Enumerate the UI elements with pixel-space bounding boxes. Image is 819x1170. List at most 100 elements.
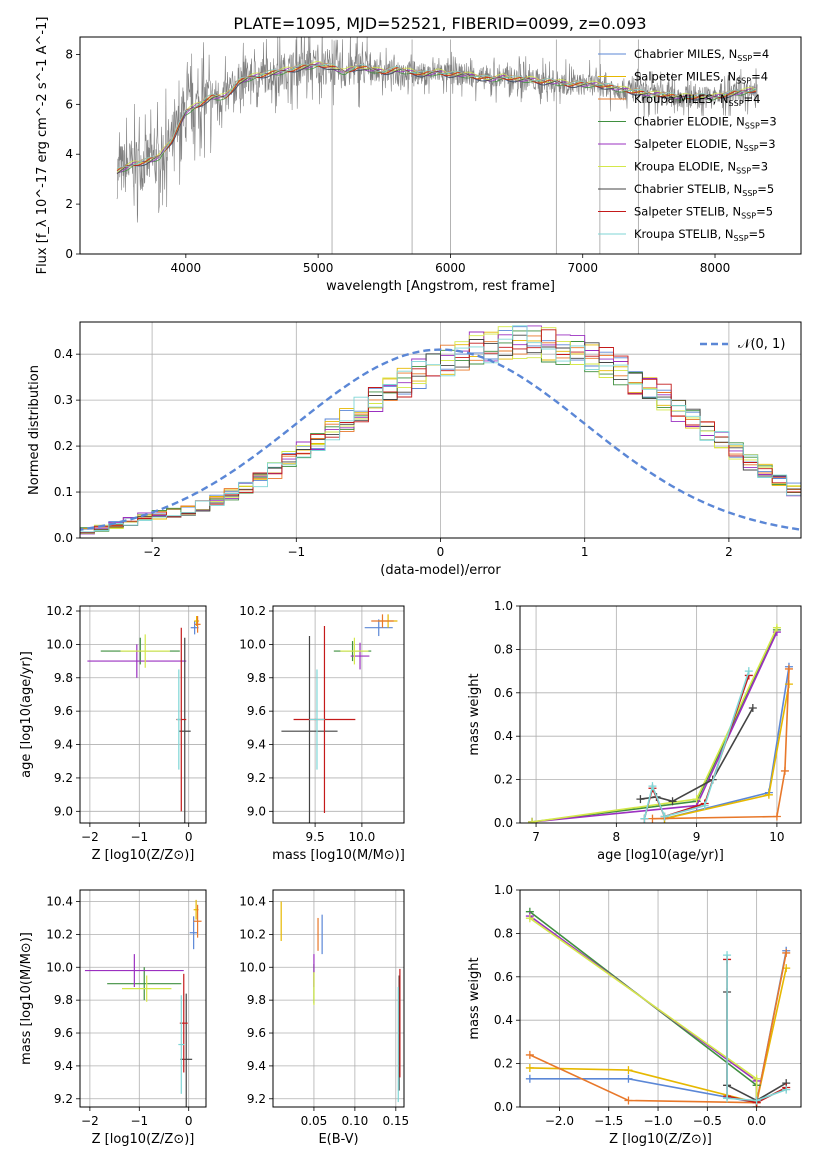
weight-marker-kroupa-stelib — [700, 801, 709, 810]
y-tick-label: 0.8 — [494, 642, 513, 656]
y-tick-label: 9.8 — [54, 671, 73, 685]
legend-subscript: SSP — [742, 189, 757, 198]
weight-marker-chabrier-stelib — [668, 797, 677, 806]
normal-curve — [80, 348, 801, 531]
weight-marker-kroupa-elodie — [752, 1074, 761, 1083]
histogram-kroupa-stelib — [80, 325, 801, 537]
axes-frame — [519, 605, 802, 824]
data-spectrum-line — [116, 37, 758, 223]
y-tick-label: 9.0 — [54, 804, 73, 818]
legend-label-salpeter-miles: Salpeter MILES, NSSP=4 — [634, 70, 768, 86]
y-tick-label: 10.0 — [46, 637, 73, 651]
x-axis-label: wavelength [Angstrom, rest frame] — [326, 279, 555, 294]
x-tick-label: −1 — [130, 830, 148, 844]
residual-histogram-panel: −2 −1 0 1 2 0.0 0.1 0.2 0.3 0.4 (data-model)/error… — [27, 321, 802, 578]
x-tick-label: −1 — [130, 1114, 148, 1128]
y-tick-label: 1.0 — [494, 599, 513, 613]
y-tick-label: 10.0 — [239, 960, 266, 974]
x-tick-label: 10 — [769, 830, 784, 844]
legend-label-chabrier-miles: Chabrier MILES, NSSP=4 — [634, 47, 769, 63]
plot-area — [80, 325, 801, 537]
legend-count: =3 — [760, 115, 777, 129]
y-tick-label: 8 — [65, 47, 73, 61]
y-tick-label: 6 — [65, 97, 73, 111]
x-tick-label: 0.0 — [747, 1114, 766, 1128]
weight-marker-kroupa-stelib — [640, 814, 649, 823]
y-axis-label: mass weight — [467, 673, 482, 755]
mass-weight-vs-age-panel: 7 8 9 10 0.0 0.2 0.4 0.6 0.8 1.0 age [log10(age/yr… — [467, 599, 802, 863]
x-tick-label: 0 — [185, 1114, 193, 1128]
legend-count: =3 — [751, 160, 768, 174]
y-tick-label: 9.6 — [247, 704, 266, 718]
x-axis-label: Z [log10(Z/Z⊙)] — [92, 848, 195, 863]
weight-marker-kroupa-stelib — [723, 1094, 732, 1103]
y-tick-label: 9.4 — [54, 1059, 73, 1073]
x-tick-label: −2 — [81, 830, 99, 844]
x-tick-label: −2 — [81, 1114, 99, 1128]
x-tick-label: 8 — [613, 830, 621, 844]
x-axis-label: E(B-V) — [318, 1132, 358, 1147]
y-tick-label: 9.8 — [54, 993, 73, 1007]
weight-marker-kroupa-elodie — [692, 795, 701, 804]
weight-marker-kroupa-stelib — [723, 951, 732, 960]
y-tick-label: 9.2 — [54, 771, 73, 785]
legend-label-salpeter-elodie: Salpeter ELODIE, NSSP=3 — [634, 137, 776, 153]
axes-frame — [519, 889, 802, 1108]
y-tick-label: 0.0 — [54, 531, 73, 545]
x-axis-label: mass [log10(M/M⊙)] — [272, 848, 405, 863]
spectrum-panel: 4000 5000 6000 7000 8000 0 2 4 6 8 wavelength [Ang… — [35, 17, 802, 294]
weight-line-kroupa-miles — [529, 952, 787, 1104]
x-axis-label: Z [log10(Z/Z⊙)] — [609, 1132, 712, 1147]
legend-subscript: SSP — [741, 212, 756, 221]
y-tick-label: 9.8 — [247, 993, 266, 1007]
y-tick-label: 0.2 — [494, 773, 513, 787]
y-tick-label: 0.4 — [54, 347, 73, 361]
x-tick-label: 9 — [693, 830, 701, 844]
y-tick-label: 10.2 — [239, 604, 266, 618]
legend-subscript: SSP — [737, 54, 752, 63]
y-tick-label: 0.2 — [494, 1057, 513, 1071]
x-tick-label: −1.5 — [594, 1114, 623, 1128]
weight-marker-kroupa-miles — [772, 812, 781, 821]
x-tick-label: 10.0 — [349, 830, 376, 844]
weight-line-kroupa-stelib — [726, 955, 787, 1102]
y-tick-label: 9.6 — [54, 704, 73, 718]
axes-frame — [272, 605, 405, 824]
weight-marker-kroupa-stelib — [752, 1096, 761, 1105]
figure-title: PLATE=1095, MJD=52521, FIBERID=0099, z=0… — [233, 14, 646, 33]
histogram-chabrier-elodie — [80, 330, 801, 537]
weight-marker-salpeter-miles — [764, 790, 773, 799]
x-axis-label: (data-model)/error — [380, 563, 501, 578]
y-tick-label: 0.0 — [494, 816, 513, 830]
legend-subscript: SSP — [736, 167, 751, 176]
axes-frame — [79, 36, 802, 255]
legend-subscript: SSP — [744, 144, 759, 153]
plot-area — [280, 901, 401, 1103]
y-tick-label: 10.4 — [46, 895, 73, 909]
model-spectrum-kroupa-elodie — [116, 60, 757, 173]
plot-area — [528, 623, 793, 823]
plot-area — [281, 614, 398, 823]
weight-marker-chabrier-miles — [624, 1074, 633, 1083]
legend-subscript: SSP — [736, 77, 751, 86]
legend-label-chabrier-stelib: Chabrier STELIB, NSSP=5 — [634, 182, 774, 198]
legend-count: =5 — [756, 205, 773, 219]
mass-vs-ebv-panel: 0.05 0.10 0.15 9.2 9.4 9.6 9.8 10.0 10.2 10.4 E(B-… — [239, 889, 409, 1147]
y-axis-label: Normed distribution — [27, 365, 42, 495]
age-vs-metallicity-panel: −2 −1 0 9.0 9.2 9.4 9.6 9.8 10.0 10.2 Z [log10(Z/Z… — [19, 604, 207, 863]
x-tick-label: −1 — [287, 545, 305, 559]
weight-marker-kroupa-miles — [624, 1096, 633, 1105]
x-tick-label: 0.05 — [301, 1114, 328, 1128]
x-axis-label: age [log10(age/yr)] — [597, 848, 724, 863]
x-tick-label: −2.0 — [545, 1114, 574, 1128]
histogram-chabrier-stelib — [80, 334, 801, 537]
y-tick-label: 9.6 — [247, 1026, 266, 1040]
y-tick-label: 0.4 — [494, 729, 513, 743]
weight-line-salpeter-miles — [664, 683, 790, 820]
legend-label-chabrier-elodie: Chabrier ELODIE, NSSP=3 — [634, 115, 777, 131]
y-tick-label: 0 — [65, 247, 73, 261]
x-tick-label: 8000 — [700, 261, 731, 275]
y-tick-label: 1.0 — [494, 883, 513, 897]
legend-label-normal: 𝒩(0, 1) — [738, 337, 785, 352]
model-spectrum-kroupa-stelib — [116, 63, 757, 169]
